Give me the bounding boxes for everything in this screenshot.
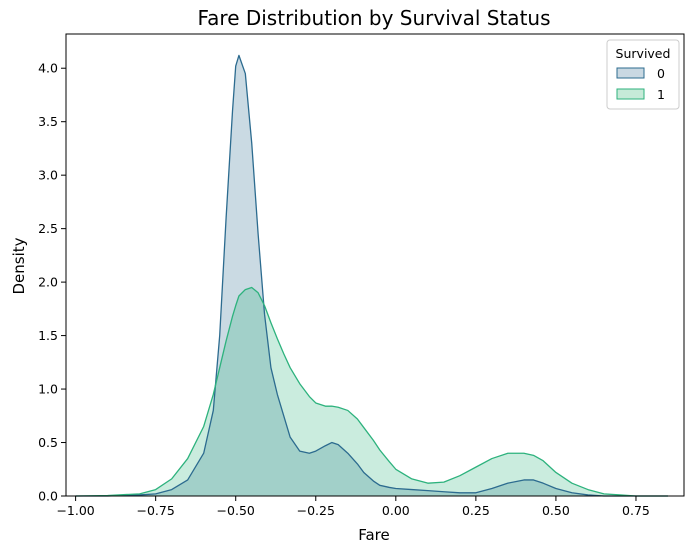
series-area-1	[75, 287, 668, 496]
y-tick-label: 2.0	[38, 275, 58, 290]
y-axis-label: Density	[10, 237, 28, 294]
x-tick-label: 0.00	[382, 503, 410, 518]
legend-label-1: 1	[657, 87, 665, 102]
y-tick-label: 0.0	[38, 489, 58, 504]
y-tick-label: 1.5	[38, 328, 58, 343]
plot-area: −1.00 −0.75 −0.50 −0.25 0.00 0.25 0.50 0.750.00…	[38, 33, 685, 518]
y-tick-label: 0.5	[38, 435, 58, 450]
legend: Survived 0 1	[606, 39, 680, 110]
legend-swatch-0	[616, 67, 645, 79]
series-line-0	[75, 54, 668, 497]
y-tick-label: 4.0	[38, 61, 58, 76]
x-tick-label: 0.75	[622, 503, 650, 518]
legend-title: Survived	[616, 46, 671, 61]
series-line-1	[75, 286, 668, 497]
legend-label-0: 0	[657, 66, 665, 81]
x-tick-label: 0.25	[462, 503, 490, 518]
y-tick-label: 1.0	[38, 382, 58, 397]
y-tick-label: 3.0	[38, 168, 58, 183]
y-tick-label: 2.5	[38, 221, 58, 236]
series-area-0	[75, 55, 668, 496]
legend-swatch-1	[616, 88, 645, 100]
x-tick-label: −0.75	[137, 503, 175, 518]
x-tick-label: −0.50	[217, 503, 255, 518]
x-tick-label: 0.50	[542, 503, 570, 518]
x-tick-label: −1.00	[56, 503, 94, 518]
y-tick-label: 3.5	[38, 114, 58, 129]
x-tick-label: −0.25	[297, 503, 335, 518]
chart-title: Fare Distribution by Survival Status	[197, 6, 550, 30]
plot-frame	[65, 33, 685, 497]
x-axis-label: Fare	[358, 526, 390, 544]
